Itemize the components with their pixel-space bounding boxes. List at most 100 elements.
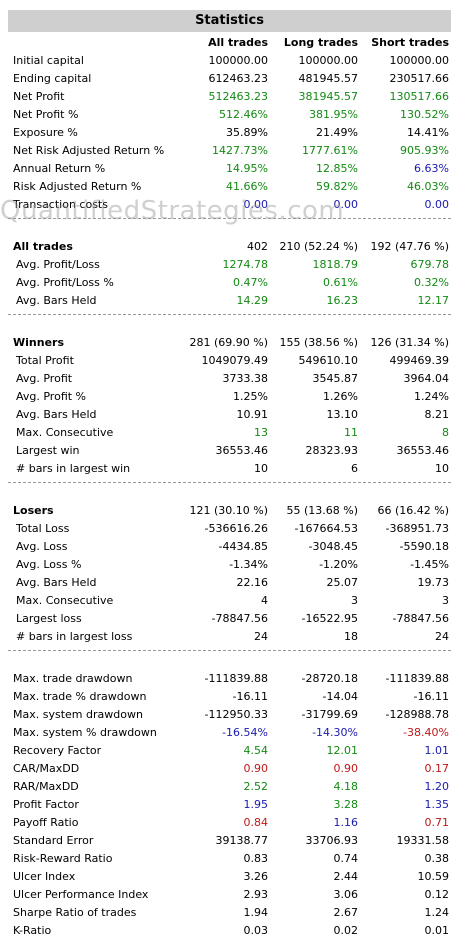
value-all-trades: 0.90	[243, 762, 269, 775]
row-label: Avg. Loss	[16, 540, 68, 553]
section-divider	[8, 314, 451, 315]
value-long-trades: 12.85%	[316, 162, 358, 175]
table-row: Max. Consecutive 4 3 3	[0, 592, 457, 610]
row-label: Net Profit	[13, 90, 65, 103]
row-label: Max. Consecutive	[16, 594, 114, 607]
row-label: Annual Return %	[13, 162, 106, 175]
value-all-trades: 3.26	[243, 870, 269, 883]
value-all-trades: 14.29	[236, 294, 269, 307]
table-row: Avg. Profit/Loss % 0.47% 0.61% 0.32%	[0, 274, 457, 292]
row-label: Exposure %	[13, 126, 78, 139]
value-long-trades: 0.61%	[323, 276, 358, 289]
section-divider	[8, 218, 451, 219]
value-all-trades: 0.03	[243, 924, 269, 937]
value-all-trades: 512.46%	[219, 108, 268, 121]
value-short-trades: 10	[435, 462, 449, 475]
value-long-trades: 3.28	[333, 798, 359, 811]
value-all-trades: -111839.88	[204, 672, 268, 685]
value-short-trades: 0.17	[424, 762, 450, 775]
table-row: Transaction costs 0.00 0.00 0.00	[0, 196, 457, 214]
value-short-trades: 192 (47.76 %)	[370, 240, 449, 253]
value-long-trades: 210 (52.24 %)	[279, 240, 358, 253]
table-row: Max. system % drawdown -16.54% -14.30% -38.…	[0, 724, 457, 742]
value-long-trades: 55 (13.68 %)	[286, 504, 358, 517]
value-long-trades: 13.10	[326, 408, 359, 421]
value-short-trades: -5590.18	[399, 540, 449, 553]
value-long-trades: 16.23	[326, 294, 359, 307]
table-row: Recovery Factor 4.54 12.01 1.01	[0, 742, 457, 760]
table-row: # bars in largest win 10 6 10	[0, 460, 457, 478]
table-row: Net Risk Adjusted Return % 1427.73% 1777.6…	[0, 142, 457, 160]
value-all-trades: 512463.23	[208, 90, 269, 103]
table-row: K-Ratio 0.03 0.02 0.01	[0, 922, 457, 940]
value-all-trades: 1049079.49	[201, 354, 268, 367]
row-label: Profit Factor	[13, 798, 79, 811]
table-row: Avg. Profit % 1.25% 1.26% 1.24%	[0, 388, 457, 406]
table-row: Max. trade % drawdown -16.11 -14.04 -16.11	[0, 688, 457, 706]
value-long-trades: 0.74	[333, 852, 359, 865]
value-short-trades: 6.63%	[414, 162, 449, 175]
value-all-trades: 10.91	[236, 408, 269, 421]
report-title: Statistics	[8, 10, 451, 32]
value-short-trades: 230517.66	[389, 72, 450, 85]
value-long-trades: -14.04	[322, 690, 358, 703]
table-row: Risk Adjusted Return % 41.66% 59.82% 46.03%	[0, 178, 457, 196]
table-row: Risk-Reward Ratio 0.83 0.74 0.38	[0, 850, 457, 868]
table-row: Avg. Profit/Loss 1274.78 1818.79 679.78	[0, 256, 457, 274]
row-label: Initial capital	[13, 54, 84, 67]
value-short-trades: -16.11	[413, 690, 449, 703]
row-label: Max. system % drawdown	[13, 726, 157, 739]
row-label: Payoff Ratio	[13, 816, 79, 829]
row-label: RAR/MaxDD	[13, 780, 79, 793]
row-label: Total Profit	[16, 354, 74, 367]
row-label: Avg. Bars Held	[16, 576, 97, 589]
value-all-trades: -16.54%	[222, 726, 268, 739]
value-long-trades: -31799.69	[301, 708, 358, 721]
row-label: Avg. Bars Held	[16, 408, 97, 421]
row-label: Net Risk Adjusted Return %	[13, 144, 165, 157]
value-all-trades: 1.94	[243, 906, 269, 919]
value-all-trades: 10	[254, 462, 268, 475]
row-label: Risk Adjusted Return %	[13, 180, 142, 193]
column-header-long-trades: Long trades	[283, 36, 358, 49]
value-short-trades: -38.40%	[403, 726, 449, 739]
value-long-trades: 549610.10	[298, 354, 359, 367]
value-short-trades: 679.78	[410, 258, 450, 271]
row-label: Standard Error	[13, 834, 94, 847]
table-row: Initial capital 100000.00 100000.00 100000.…	[0, 52, 457, 70]
value-short-trades: 1.35	[424, 798, 450, 811]
value-short-trades: -368951.73	[385, 522, 449, 535]
row-label: K-Ratio	[13, 924, 52, 937]
value-long-trades: 3	[351, 594, 358, 607]
value-short-trades: 3964.04	[403, 372, 450, 385]
table-row: Net Profit 512463.23 381945.57 130517.66	[0, 88, 457, 106]
value-long-trades: 1.26%	[323, 390, 358, 403]
value-short-trades: 1.24%	[414, 390, 449, 403]
value-long-trades: 12.01	[326, 744, 359, 757]
row-label: Sharpe Ratio of trades	[13, 906, 137, 919]
row-label: Avg. Profit/Loss	[16, 258, 100, 271]
row-label: Max. Consecutive	[16, 426, 114, 439]
value-all-trades: 1.25%	[233, 390, 268, 403]
table-row: Exposure % 35.89% 21.49% 14.41%	[0, 124, 457, 142]
row-label: Largest win	[16, 444, 80, 457]
value-all-trades: 22.16	[236, 576, 269, 589]
watermark: QuantifiedStrategies.com	[0, 196, 345, 226]
value-short-trades: 46.03%	[407, 180, 449, 193]
table-row: Ending capital 612463.23 481945.57 230517.6…	[0, 70, 457, 88]
table-row: Standard Error 39138.77 33706.93 19331.58	[0, 832, 457, 850]
row-label: Max. trade % drawdown	[13, 690, 147, 703]
value-all-trades: -1.34%	[229, 558, 268, 571]
value-all-trades: 2.52	[243, 780, 269, 793]
value-long-trades: 1777.61%	[302, 144, 358, 157]
table-row: Avg. Profit 3733.38 3545.87 3964.04	[0, 370, 457, 388]
value-long-trades: 11	[344, 426, 358, 439]
table-row: Largest win 36553.46 28323.93 36553.46	[0, 442, 457, 460]
table-row: Net Profit % 512.46% 381.95% 130.52%	[0, 106, 457, 124]
value-all-trades: 0.00	[243, 198, 269, 211]
row-label: Recovery Factor	[13, 744, 102, 757]
column-header-short-trades: Short trades	[371, 36, 449, 49]
column-header-all-trades: All trades	[208, 36, 268, 49]
value-all-trades: 3733.38	[222, 372, 269, 385]
row-label: # bars in largest win	[16, 462, 131, 475]
